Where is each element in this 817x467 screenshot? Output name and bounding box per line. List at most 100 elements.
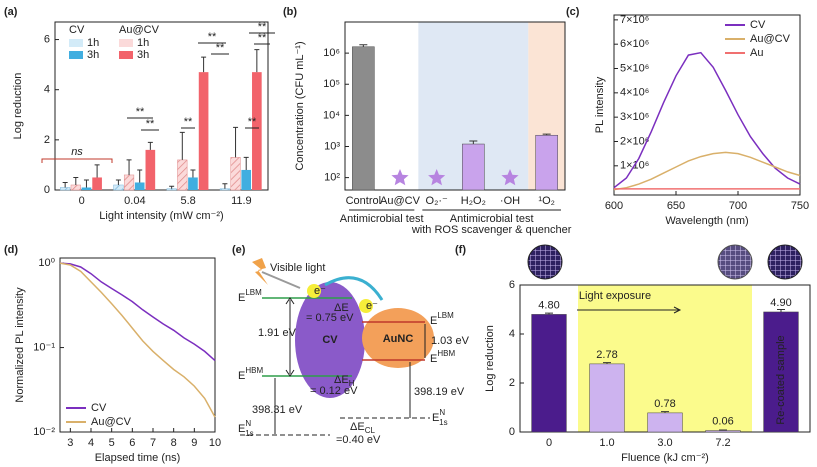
value-label: 2.78 bbox=[596, 349, 617, 361]
diagram-text: E bbox=[432, 412, 439, 424]
x-tick-label: 5.8 bbox=[180, 195, 195, 207]
arrow bbox=[285, 297, 295, 377]
diagram-label: = 0.12 eV bbox=[310, 385, 358, 397]
diagram-text: E bbox=[430, 315, 437, 327]
legend-swatch bbox=[119, 39, 133, 47]
legend-label: Au@CV bbox=[750, 33, 791, 45]
diagram-label: 398.31 eV bbox=[252, 404, 303, 416]
x-tick-label: 650 bbox=[667, 200, 685, 212]
error-bar bbox=[222, 183, 228, 189]
x-tick-label: 3.0 bbox=[657, 437, 672, 449]
annotation: ** bbox=[258, 32, 267, 44]
y-tick-label: 0 bbox=[44, 184, 50, 196]
bar bbox=[705, 430, 741, 433]
panel-label: (e) bbox=[232, 244, 246, 256]
x-tick-label: 5 bbox=[109, 437, 115, 449]
error-bar bbox=[73, 176, 79, 185]
dish-icon bbox=[527, 244, 563, 280]
y-tick-label: 2 bbox=[44, 134, 50, 146]
diagram-label: e⁻ bbox=[314, 285, 326, 297]
y-axis-label: Normalized PL intensity bbox=[14, 287, 26, 403]
diagram-label: e⁻ bbox=[366, 300, 378, 312]
y-tick-label: 10⁴ bbox=[323, 109, 340, 121]
annotation: ** bbox=[258, 21, 267, 33]
y-tick-label: 4×10⁶ bbox=[620, 87, 649, 99]
y-tick-label: 10⁰ bbox=[38, 257, 55, 269]
x-tick-label: ·OH bbox=[500, 195, 520, 207]
y-tick-label: 10² bbox=[324, 172, 340, 184]
diagram-sub: CL bbox=[365, 426, 376, 435]
x-tick-label: 750 bbox=[791, 200, 809, 212]
value-label: 4.80 bbox=[538, 299, 559, 311]
diagram-label: 1.91 eV bbox=[258, 327, 297, 339]
plot-frame bbox=[613, 14, 801, 196]
y-tick-label: 2 bbox=[509, 377, 515, 389]
y-axis-label: Log reduction bbox=[12, 73, 24, 140]
y-tick-label: 2×10⁶ bbox=[620, 135, 649, 147]
annotation-rule bbox=[41, 158, 113, 163]
diagram-text: 398.31 eV bbox=[252, 404, 303, 416]
y-tick-label: 10⁻² bbox=[33, 426, 55, 438]
annotation: ** bbox=[248, 116, 257, 128]
x-tick-label: 7.2 bbox=[715, 437, 730, 449]
diagram-label: = 0.75 eV bbox=[306, 312, 354, 324]
y-tick-label: 7×10⁶ bbox=[620, 14, 649, 26]
error-bar bbox=[126, 159, 132, 175]
panel-label: (f) bbox=[455, 244, 466, 256]
diagram-sup: HBM bbox=[437, 349, 455, 358]
error-bar bbox=[190, 169, 196, 178]
diagram-label: ELBM bbox=[430, 311, 454, 327]
aunc-band bbox=[362, 308, 434, 368]
y-tick-label: 4 bbox=[509, 328, 515, 340]
diagram-label: EN 1s bbox=[238, 419, 254, 438]
x-tick-label: 3 bbox=[67, 437, 73, 449]
legend-swatch bbox=[69, 39, 83, 47]
error-bar bbox=[115, 179, 121, 185]
x-tick-label: 0 bbox=[546, 437, 552, 449]
panel-label: (c) bbox=[566, 6, 580, 18]
y-tick-label: 10⁵ bbox=[323, 78, 340, 90]
bar bbox=[219, 188, 230, 191]
y-tick-label: 10³ bbox=[324, 140, 340, 152]
value-label: 0.06 bbox=[712, 415, 733, 427]
diagram-label: ΔECL bbox=[350, 421, 375, 435]
diagram-text: 1.03 eV bbox=[431, 335, 470, 347]
bar bbox=[230, 157, 241, 191]
bar bbox=[198, 72, 209, 190]
legend-group: Au@CV bbox=[119, 24, 160, 36]
dish-icon bbox=[767, 244, 803, 280]
diagram-label: AuNC bbox=[383, 333, 414, 345]
y-tick-label: 10⁻¹ bbox=[33, 341, 55, 353]
bar bbox=[70, 184, 81, 191]
bar bbox=[531, 314, 567, 433]
annotation-arrow bbox=[577, 306, 682, 314]
error-bar bbox=[542, 133, 551, 136]
legend-label: 1h bbox=[87, 37, 99, 49]
line-series bbox=[613, 51, 801, 189]
error-bar bbox=[469, 140, 478, 145]
diagram-text: Visible light bbox=[270, 262, 325, 274]
annotation: ** bbox=[146, 118, 155, 130]
legend-label: CV bbox=[750, 19, 766, 31]
error-bar bbox=[254, 49, 260, 73]
error-bar bbox=[179, 131, 185, 160]
value-label: 0.78 bbox=[654, 398, 675, 410]
electron bbox=[307, 284, 321, 298]
error-bar bbox=[83, 179, 89, 188]
bar bbox=[647, 412, 683, 433]
x-tick-label: 9 bbox=[191, 437, 197, 449]
error-bar bbox=[94, 164, 100, 178]
bar bbox=[145, 149, 156, 190]
light-icon bbox=[252, 258, 268, 285]
annotation: ** bbox=[184, 116, 193, 128]
electron bbox=[359, 299, 373, 313]
y-tick-label: 6 bbox=[509, 279, 515, 291]
diagram-label: EHBM bbox=[430, 349, 455, 365]
bar bbox=[763, 311, 799, 433]
legend-label: Au bbox=[750, 47, 763, 59]
x-tick-label: 10 bbox=[209, 437, 221, 449]
error-bar bbox=[777, 309, 785, 312]
x-tick-label: 7 bbox=[150, 437, 156, 449]
legend-label: CV bbox=[91, 402, 107, 414]
